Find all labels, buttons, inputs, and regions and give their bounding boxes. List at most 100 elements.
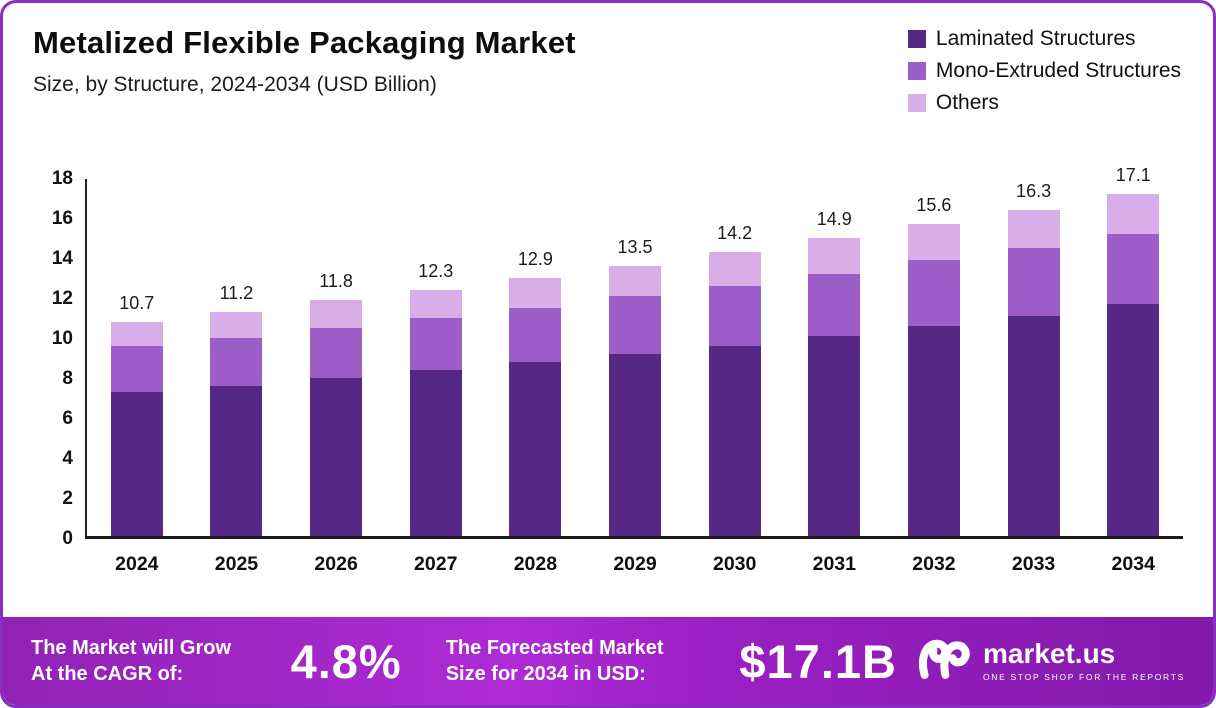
bar-segment (409, 290, 462, 318)
stacked-bar (609, 266, 662, 536)
bar-segment (409, 318, 462, 370)
bar-column-2028: 12.9 (486, 179, 586, 536)
bar-column-2033: 16.3 (984, 179, 1084, 536)
y-tick-label: 6 (62, 408, 73, 429)
plot-area: 18 16 14 12 10 8 6 4 2 0 10.7 11.2 11.8 12.3 12.9 13.5… (33, 165, 1183, 549)
bar-segment (808, 336, 861, 536)
legend: Laminated Structures Mono-Extruded Struc… (907, 27, 1181, 123)
stacked-bar (907, 224, 960, 536)
bar-segment (1107, 234, 1160, 304)
footer-banner: The Market will Grow At the CAGR of: 4.8… (3, 617, 1213, 705)
x-axis-label: 2029 (613, 553, 657, 575)
stacked-bar-chart: 18 16 14 12 10 8 6 4 2 0 10.7 11.2 11.8 12.3 12.9 13.5… (33, 165, 1183, 576)
x-axis-label: 2025 (214, 553, 259, 575)
bar-segment (409, 370, 462, 536)
y-tick-label: 16 (51, 208, 73, 229)
x-axis: 2024 2025 2026 2027 2028 2029 2030 2031 2032 2033… (87, 553, 1183, 576)
stacked-bar (310, 300, 363, 536)
bar-column-2031: 14.9 (784, 179, 884, 536)
bar-segment (110, 322, 163, 346)
bar-segment (708, 346, 761, 536)
stacked-bar (409, 290, 462, 536)
x-axis-label: 2030 (712, 553, 757, 575)
bar-segment (210, 386, 263, 536)
y-tick-label: 8 (62, 368, 73, 389)
stacked-bar (1107, 194, 1160, 536)
bar-column-2032: 15.6 (884, 179, 984, 536)
x-axis-label: 2026 (314, 553, 358, 575)
marketus-logo-icon (915, 635, 971, 688)
brand-text: market.us ONE STOP SHOP FOR THE REPORTS (982, 638, 1185, 683)
page-subtitle: Size, by Structure, 2024-2034 (USD Billi… (33, 73, 437, 96)
stacked-bar (110, 322, 163, 536)
bar-segment (509, 278, 562, 308)
legend-item-laminated: Laminated Structures (907, 27, 1181, 51)
bar-segment (210, 338, 263, 386)
bar-column-2034: 17.1 (1083, 165, 1183, 536)
bar-segment (708, 286, 761, 346)
brand-block: market.us ONE STOP SHOP FOR THE REPORTS (915, 635, 1185, 688)
page-title: Metalized Flexible Packaging Market (33, 25, 576, 60)
stacked-bar (1007, 210, 1060, 536)
y-axis: 18 16 14 12 10 8 6 4 2 0 (33, 168, 85, 549)
bar-segment (708, 252, 761, 286)
bar-segment (907, 260, 960, 326)
bar-total-label: 16.3 (1016, 181, 1052, 201)
legend-label: Others (935, 91, 999, 114)
y-tick-label: 18 (51, 168, 73, 189)
bar-segment (509, 362, 562, 536)
y-tick-label: 2 (62, 488, 73, 509)
bar-segment (310, 328, 363, 378)
bar-segment (1107, 194, 1160, 234)
bar-total-label: 11.2 (219, 283, 254, 303)
bar-segment (310, 300, 363, 328)
bar-segment (310, 378, 363, 536)
legend-swatch-others-icon (907, 94, 926, 112)
x-axis-label: 2027 (414, 553, 458, 575)
bar-column-2029: 13.5 (585, 179, 685, 536)
bar-total-label: 15.6 (916, 195, 952, 215)
bar-segment (808, 274, 861, 336)
legend-swatch-mono-extruded-icon (907, 62, 926, 80)
bar-total-label: 14.9 (816, 209, 852, 229)
header: Metalized Flexible Packaging Market Size… (3, 3, 1213, 123)
cagr-value: 4.8% (290, 634, 402, 688)
title-block: Metalized Flexible Packaging Market Size… (33, 25, 576, 123)
bar-total-label: 17.1 (1115, 165, 1151, 185)
bar-column-2024: 10.7 (87, 179, 187, 536)
bar-segment (110, 346, 163, 392)
bar-segment (1007, 210, 1060, 248)
y-tick-label: 0 (62, 528, 73, 549)
x-axis-label: 2031 (812, 553, 856, 575)
bar-segment (210, 312, 263, 338)
stacked-bar (509, 278, 562, 536)
bar-segment (609, 296, 662, 354)
y-tick-label: 14 (51, 248, 73, 269)
legend-swatch-laminated-icon (907, 30, 926, 48)
brand-name: market.us (982, 638, 1116, 669)
cagr-label: The Market will Grow At the CAGR of: (31, 637, 232, 685)
brand-tagline: ONE STOP SHOP FOR THE REPORTS (982, 672, 1185, 682)
bar-segment (509, 308, 562, 362)
bar-segment (1007, 248, 1060, 316)
forecast-label: The Forecasted Market Size for 2034 in U… (445, 637, 664, 685)
x-axis-label: 2028 (513, 553, 558, 575)
stacked-bar (808, 238, 861, 536)
plot: 10.7 11.2 11.8 12.3 12.9 13.5 14.2 14.9 15.6 16.3… (85, 165, 1183, 539)
bar-segment (609, 266, 662, 296)
bar-total-label: 13.5 (617, 237, 653, 257)
x-axis-label: 2033 (1011, 553, 1056, 575)
stacked-bar (210, 312, 263, 536)
y-tick-label: 4 (62, 448, 73, 469)
forecast-value: $17.1B (739, 634, 897, 688)
bar-segment (907, 326, 960, 536)
y-tick-label: 12 (51, 288, 73, 309)
bar-total-label: 12.9 (517, 249, 553, 269)
bar-column-2030: 14.2 (685, 179, 785, 536)
bar-total-label: 12.3 (418, 261, 454, 281)
bar-column-2025: 11.2 (187, 179, 287, 536)
bar-column-2026: 11.8 (286, 179, 386, 536)
legend-label: Laminated Structures (935, 27, 1136, 50)
bar-segment (808, 238, 861, 274)
